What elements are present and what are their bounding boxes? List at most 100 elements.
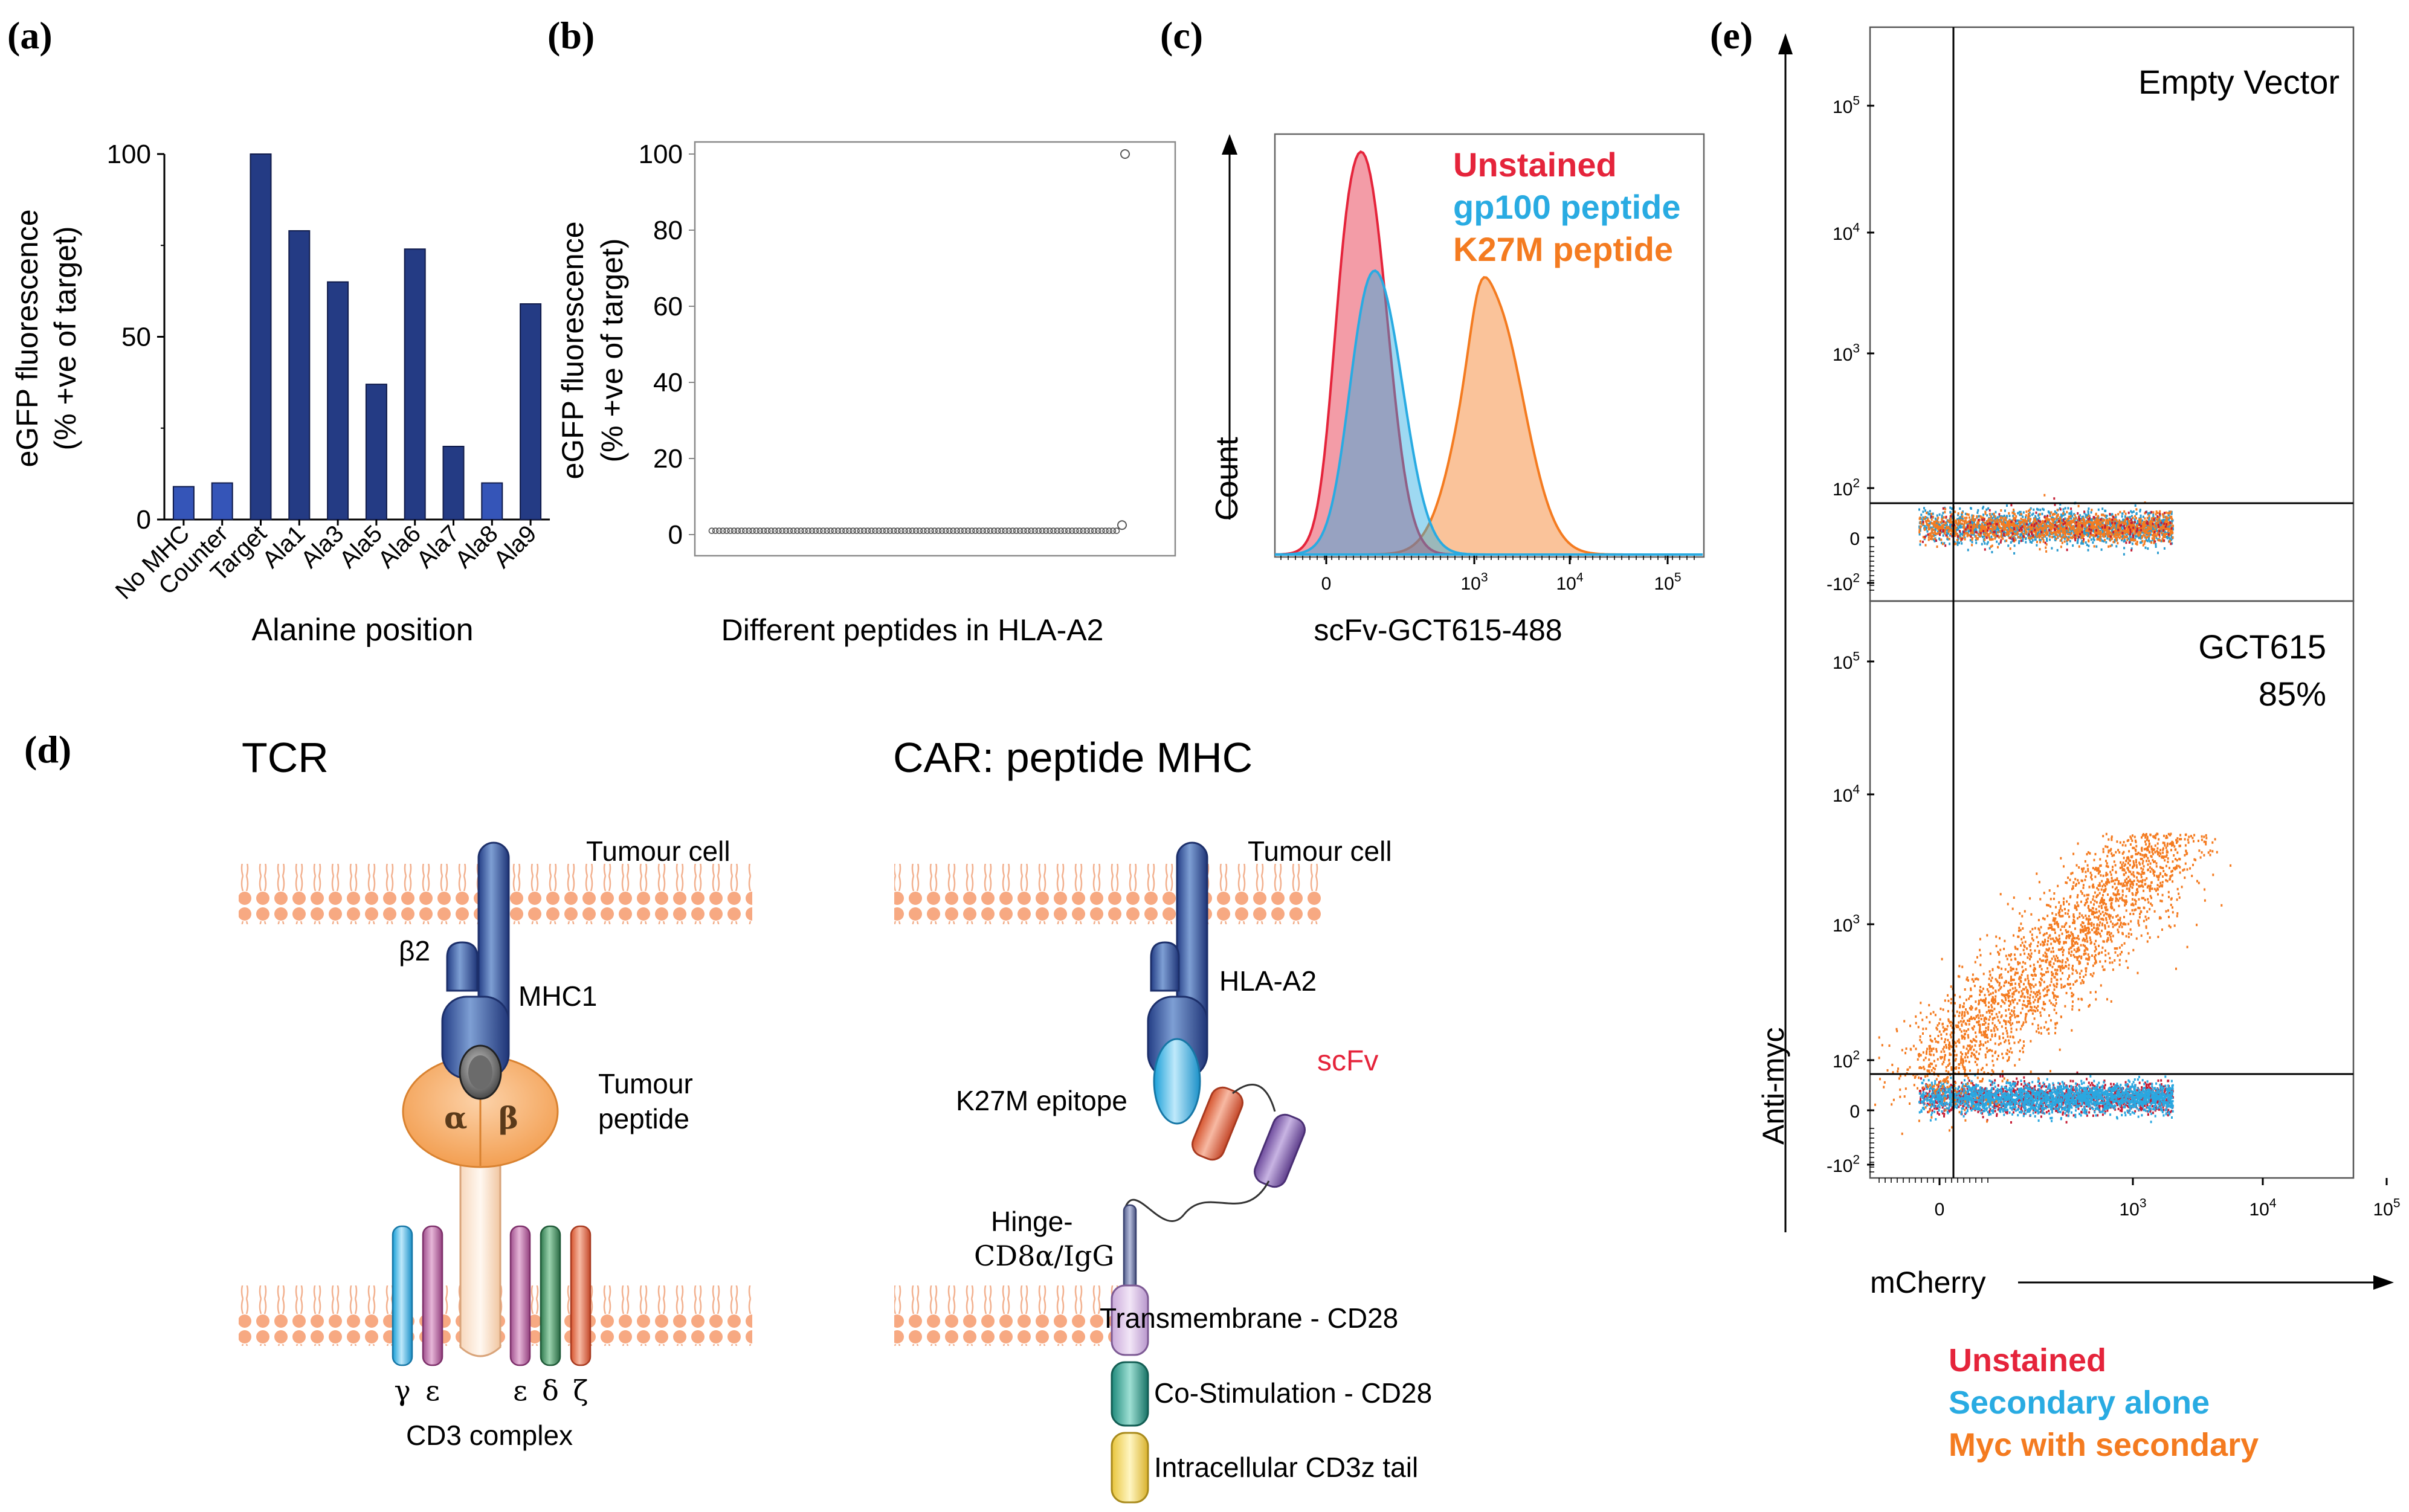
data-point	[727, 527, 734, 535]
hinge-label-1: Hinge-	[991, 1206, 1073, 1237]
data-point	[938, 527, 946, 535]
data-point	[1057, 527, 1065, 535]
legend-k27m: K27M peptide	[1453, 230, 1673, 268]
y-tick-label: 104	[1833, 221, 1860, 245]
data-point	[738, 527, 745, 535]
data-point	[909, 527, 916, 535]
data-point	[812, 527, 819, 535]
data-point	[905, 527, 912, 535]
panel-a-label: (a)	[7, 14, 53, 57]
flow-cytometry-e: Anti-myc Empty Vector GCT615 85% 105 104 1…	[1756, 26, 2401, 1463]
percent-gct615: 85%	[2259, 675, 2326, 713]
y-tick-label: 20	[653, 444, 683, 474]
data-point	[990, 527, 998, 535]
x-tick-label: 104	[2249, 1197, 2276, 1220]
bar-ala1	[288, 230, 311, 520]
data-point	[1113, 527, 1120, 535]
data-point	[831, 527, 838, 535]
mhc1-label: MHC1	[518, 980, 597, 1012]
data-point	[1002, 527, 1008, 535]
dots-unstained-top	[1921, 497, 2173, 552]
dots-myc-positive	[1874, 832, 2232, 1135]
panel-e-label: (e)	[1710, 14, 1753, 57]
data-point	[712, 527, 719, 535]
data-point	[894, 527, 901, 535]
tcr-alpha-label: α	[444, 1100, 467, 1136]
x-tick-label: 105	[1654, 571, 1681, 594]
y-tick-label: 80	[653, 216, 683, 245]
y-tick-label: 0	[137, 505, 151, 535]
panel-c-label: (c)	[1160, 14, 1203, 57]
tcr-tumour-cell-label: Tumour cell	[586, 835, 730, 867]
data-point	[969, 527, 975, 535]
tumour-peptide-core	[468, 1055, 492, 1089]
data-point	[961, 527, 968, 535]
data-point	[964, 527, 972, 535]
data-point	[1109, 527, 1117, 535]
legend-myc-secondary: Myc with secondary	[1949, 1427, 2259, 1463]
data-point	[916, 527, 923, 535]
mcherry-arrowhead	[2373, 1275, 2394, 1290]
y-tick-label: 105	[1833, 650, 1860, 674]
data-point	[924, 527, 930, 535]
y-axis-label: Count	[1210, 437, 1245, 521]
hinge-domain	[1123, 1204, 1137, 1291]
chain-epsilon-1: ε	[425, 1374, 440, 1407]
data-point	[794, 527, 801, 535]
data-point	[1095, 527, 1101, 535]
data-point	[1009, 527, 1016, 535]
x-tick-label: Ala7	[411, 520, 465, 573]
y-tick-label: 102	[1833, 477, 1860, 500]
cd3-chains	[392, 1225, 592, 1366]
data-point	[927, 527, 934, 535]
y-axis-label: Anti-myc	[1756, 1028, 1790, 1145]
x-tick-label: Ala9	[489, 520, 542, 573]
tcr-title: TCR	[242, 734, 329, 781]
data-point	[912, 527, 920, 535]
data-point	[1016, 527, 1024, 535]
data-point	[979, 527, 986, 535]
x-tick-label: 103	[1460, 571, 1488, 594]
x-tick-label: 105	[2373, 1197, 2400, 1220]
data-point	[779, 527, 786, 535]
y-tick-label: 103	[1833, 342, 1860, 365]
data-point	[953, 527, 960, 535]
beta2-microglobulin	[446, 941, 479, 992]
data-point	[782, 527, 790, 535]
data-point	[1005, 527, 1012, 535]
data-point	[716, 527, 723, 535]
scfv-light	[1254, 1113, 1306, 1188]
y-tick-label: -102	[1827, 1153, 1860, 1177]
data-point	[720, 527, 726, 535]
y-tick-label: -102	[1827, 571, 1860, 595]
data-point	[1054, 527, 1060, 535]
data-point	[950, 527, 956, 535]
data-point	[995, 527, 1001, 535]
y-axis-label-line1: eGFP fluorescence	[10, 209, 44, 467]
k27m-epitope-icon	[1153, 1038, 1201, 1125]
data-point	[1106, 527, 1112, 535]
beta2-label: β2	[399, 935, 430, 967]
hla-a2-label: HLA-A2	[1219, 965, 1317, 997]
data-point	[756, 527, 764, 535]
data-point	[798, 527, 804, 535]
legend-gp100: gp100 peptide	[1453, 188, 1681, 226]
bar-ala9	[520, 303, 542, 520]
y-axis-label-line2: (% +ve of target)	[48, 227, 82, 451]
scfv-label: scFv	[1317, 1045, 1378, 1077]
data-point	[1065, 527, 1072, 535]
chain-zeta: ζ	[573, 1374, 589, 1407]
data-point	[1102, 527, 1109, 535]
data-point	[1098, 527, 1105, 535]
legend-unstained: Unstained	[1453, 146, 1617, 184]
y-tick-label: 50	[121, 323, 151, 352]
data-point	[805, 527, 812, 535]
data-point	[1080, 527, 1086, 535]
transmembrane-label: Transmembrane - CD28	[1100, 1302, 1398, 1334]
data-point	[942, 527, 949, 535]
data-point	[1021, 527, 1027, 535]
data-point	[1072, 527, 1079, 535]
dots-secondary-bottom	[1918, 1073, 2174, 1124]
data-point	[842, 527, 849, 535]
